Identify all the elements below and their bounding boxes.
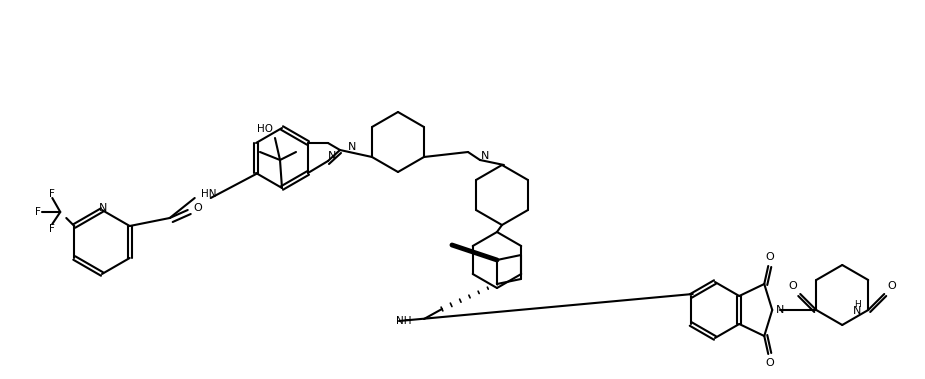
Text: O: O	[193, 203, 202, 213]
Text: O: O	[788, 281, 796, 291]
Text: N: N	[853, 307, 861, 316]
Text: HN: HN	[201, 189, 216, 199]
Text: N: N	[348, 142, 356, 152]
Text: NH: NH	[397, 316, 412, 326]
Text: O: O	[766, 252, 774, 262]
Text: HO: HO	[257, 124, 273, 134]
Text: N: N	[99, 203, 107, 213]
Text: F: F	[49, 224, 56, 234]
Text: H: H	[854, 300, 860, 309]
Text: N: N	[481, 151, 489, 161]
Text: N: N	[776, 305, 784, 315]
Text: F: F	[49, 189, 56, 199]
Text: O: O	[766, 358, 774, 368]
Text: O: O	[888, 281, 896, 291]
Text: F: F	[35, 207, 42, 217]
Text: N: N	[327, 151, 336, 161]
